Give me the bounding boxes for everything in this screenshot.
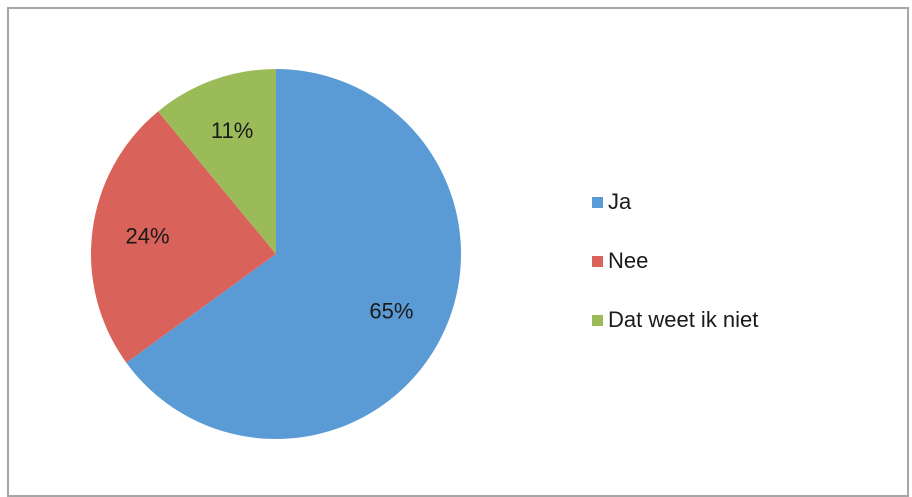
legend-label: Dat weet ik niet xyxy=(608,307,758,332)
legend-swatch xyxy=(592,315,603,326)
legend-label: Ja xyxy=(608,189,632,214)
slice-label: 24% xyxy=(125,224,169,249)
legend-swatch xyxy=(592,256,603,267)
legend: Ja Nee Dat weet ik niet xyxy=(592,189,758,332)
slice-labels: 65% 24% 11% xyxy=(125,118,413,324)
pie-slice-nee xyxy=(91,111,276,363)
pie-slice-dat-weet-ik-niet xyxy=(158,69,276,254)
legend-label: Nee xyxy=(608,248,648,273)
pie-slice-ja xyxy=(126,69,462,440)
slice-label: 11% xyxy=(211,118,253,143)
legend-swatch xyxy=(592,197,603,208)
pie-slices xyxy=(91,69,462,440)
slice-label: 65% xyxy=(369,299,413,324)
